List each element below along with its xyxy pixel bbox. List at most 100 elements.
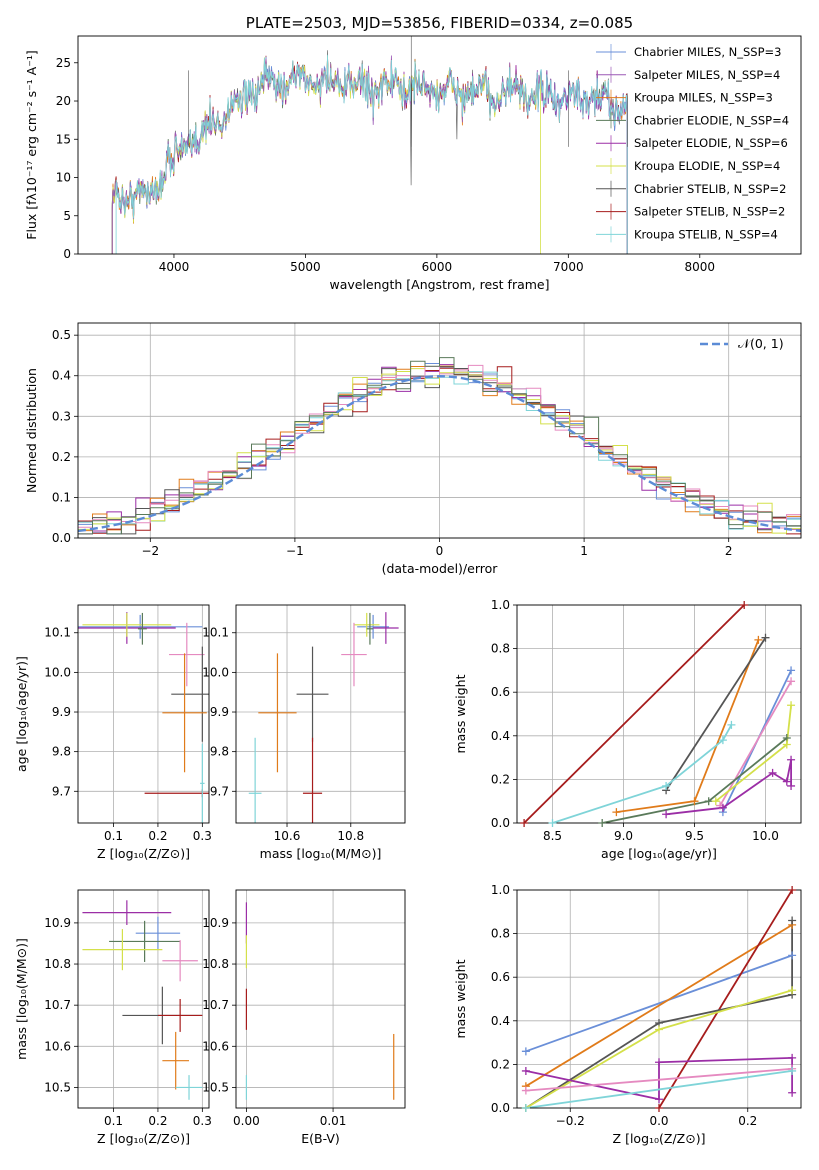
x-tick-label: 0.2 bbox=[738, 1114, 757, 1128]
histogram-step-chabrier_elodie bbox=[78, 357, 801, 538]
y-tick-label: 0.1 bbox=[52, 490, 71, 504]
weight-marker-salpeter_elodie bbox=[788, 1053, 797, 1062]
weight-marker-salpeter_elodie bbox=[768, 768, 777, 777]
x-tick-label: 0.3 bbox=[193, 829, 212, 843]
legend-label: Chabrier STELIB, N_SSP=2 bbox=[634, 182, 786, 196]
y-tick-label: 9.8 bbox=[210, 745, 229, 759]
plot-area bbox=[523, 605, 792, 823]
axes-frame bbox=[77, 889, 210, 1109]
y-tick-label: 10.5 bbox=[44, 1080, 71, 1094]
spectrum-line-kroupa_stelib bbox=[115, 54, 628, 254]
x-axis-label: mass [log₁₀(M/M⊙)] bbox=[260, 846, 382, 861]
weight-marker-kroupa_stelib bbox=[788, 1066, 797, 1075]
y-tick-label: 0.6 bbox=[491, 970, 510, 984]
y-tick-label: 0.5 bbox=[52, 328, 71, 342]
y-tick-label: 10 bbox=[56, 171, 71, 185]
y-tick-label: 10.8 bbox=[202, 957, 229, 971]
weight-marker-salpeter_elodie bbox=[718, 803, 727, 812]
legend-label: Kroupa STELIB, N_SSP=4 bbox=[634, 227, 778, 241]
weight-marker-kroupa_elodie bbox=[711, 797, 720, 806]
weight-marker-salpeter_elodie bbox=[521, 1066, 530, 1075]
weight-marker-salpeter_elodie bbox=[787, 755, 796, 764]
weight-marker-chabrier_miles bbox=[787, 666, 796, 675]
weight-line-salpeter_stelib bbox=[658, 890, 793, 1108]
weight-marker-salpeter_elodie bbox=[662, 810, 671, 819]
y-tick-label: 10.5 bbox=[202, 1080, 229, 1094]
x-axis-label: wavelength [Angstrom, rest frame] bbox=[329, 277, 549, 292]
axes-frame bbox=[77, 35, 802, 255]
weight-marker-salpeter_stelib bbox=[740, 601, 749, 609]
weight-marker-kroupa_stelib bbox=[727, 720, 736, 729]
weight-line-kroupa_miles bbox=[525, 924, 793, 1087]
y-tick-label: 0.6 bbox=[491, 685, 510, 699]
weight-marker-kroupa_miles bbox=[612, 808, 621, 817]
y-tick-label: 9.7 bbox=[210, 784, 229, 798]
axes-frame bbox=[516, 604, 802, 824]
y-tick-label: 9.9 bbox=[210, 705, 229, 719]
weight-line-kroupa_stelib bbox=[552, 724, 733, 823]
legend-label: Salpeter STELIB, N_SSP=2 bbox=[634, 205, 785, 219]
panel-mass_vs_Z: 0.1 0.2 0.3 10.5 10.6 10.7 10.8 10.9 Z [log₁₀(Z/… bbox=[14, 889, 212, 1146]
y-tick-label: 9.7 bbox=[52, 784, 71, 798]
y-tick-label: 1.0 bbox=[491, 598, 510, 612]
weight-marker-chabrier_miles bbox=[521, 1047, 530, 1056]
weight-marker-kroupa_elodie bbox=[788, 986, 797, 995]
weight-marker-kroupa_elodie bbox=[655, 1025, 663, 1034]
x-tick-label: 10.6 bbox=[274, 829, 301, 843]
weight-marker-chabrier_stelib bbox=[788, 916, 797, 925]
x-tick-label: 8.5 bbox=[543, 829, 562, 843]
plot-area bbox=[82, 900, 203, 1100]
x-tick-label: 5000 bbox=[290, 260, 321, 274]
x-axis-label: Z [log₁₀(Z/Z⊙)] bbox=[97, 1131, 190, 1146]
weight-line-chabrier_miles bbox=[525, 954, 793, 1053]
y-axis-label: age [log₁₀(age/yr)] bbox=[14, 656, 29, 772]
weight-marker-chabrier_elodie bbox=[704, 797, 713, 806]
weight-marker-kroupa_elodie bbox=[787, 701, 796, 710]
x-axis-label: Z [log₁₀(Z/Z⊙)] bbox=[97, 846, 190, 861]
weight-marker-salpeter_stelib bbox=[520, 819, 529, 827]
legend-label: Chabrier ELODIE, N_SSP=4 bbox=[634, 113, 789, 127]
chart-title: PLATE=2503, MJD=53856, FIBERID=0334, z=0… bbox=[246, 14, 633, 32]
panel-age_vs_mass: 10.6 10.8 9.7 9.8 9.9 10.0 10.1 mass [log₁₀(M/M… bbox=[202, 604, 406, 861]
weight-line-pink bbox=[719, 680, 792, 807]
x-tick-label: 8000 bbox=[685, 260, 716, 274]
weight-marker-salpeter_elodie bbox=[655, 1095, 663, 1104]
y-tick-label: 0.4 bbox=[491, 729, 510, 743]
x-tick-label: 7000 bbox=[553, 260, 584, 274]
y-tick-label: 0.4 bbox=[52, 369, 71, 383]
legend-label: Kroupa MILES, N_SSP=3 bbox=[634, 91, 773, 105]
y-tick-label: 0.0 bbox=[491, 816, 510, 830]
weight-line-kroupa_stelib bbox=[525, 1070, 793, 1108]
legend-label: Salpeter MILES, N_SSP=4 bbox=[634, 68, 780, 82]
y-tick-label: 5 bbox=[63, 209, 71, 223]
panel-residuals: −2 −1 0 1 2 0.0 0.1 0.2 0.3 0.4 0.5 (data-model)/er… bbox=[24, 322, 802, 576]
panel-mass_vs_ebv: 0.00 0.01 10.5 10.6 10.7 10.8 10.9 E(B-V) bbox=[202, 889, 406, 1146]
panel-age_vs_Z: 0.1 0.2 0.3 9.7 9.8 9.9 10.0 10.1 Z [log₁₀(Z/Z⊙)… bbox=[14, 604, 212, 861]
weight-marker-chabrier_miles bbox=[788, 951, 797, 960]
y-tick-label: 10.8 bbox=[44, 957, 71, 971]
weight-marker-kroupa_elodie bbox=[782, 740, 791, 749]
x-tick-label: 0.3 bbox=[193, 1114, 212, 1128]
y-tick-label: 0.0 bbox=[52, 531, 71, 545]
x-axis-label: E(B-V) bbox=[301, 1131, 340, 1146]
x-tick-label: 0.1 bbox=[104, 1114, 123, 1128]
weight-marker-chabrier_stelib bbox=[761, 633, 770, 642]
axes-frame bbox=[235, 604, 406, 824]
x-tick-label: −0.2 bbox=[556, 1114, 585, 1128]
x-axis-label: (data-model)/error bbox=[382, 561, 499, 576]
x-tick-label: 0 bbox=[436, 544, 444, 558]
weight-marker-kroupa_stelib bbox=[521, 1104, 530, 1112]
weight-marker-salpeter_elodie bbox=[655, 1058, 663, 1067]
y-tick-label: 10.0 bbox=[202, 665, 229, 679]
x-tick-label: 2 bbox=[725, 544, 733, 558]
weight-marker-salpeter_elodie bbox=[782, 777, 791, 786]
weight-marker-kroupa_miles bbox=[690, 797, 699, 806]
weight-line-salpeter_elodie bbox=[665, 759, 792, 816]
weight-marker-salpeter_stelib bbox=[788, 886, 797, 894]
legend-label: Salpeter ELODIE, N_SSP=6 bbox=[634, 136, 788, 150]
y-tick-label: 9.8 bbox=[52, 745, 71, 759]
y-tick-label: 15 bbox=[56, 132, 71, 146]
x-tick-label: 9.5 bbox=[685, 829, 704, 843]
y-tick-label: 10.1 bbox=[202, 626, 229, 640]
x-axis-label: age [log₁₀(age/yr)] bbox=[601, 846, 717, 861]
